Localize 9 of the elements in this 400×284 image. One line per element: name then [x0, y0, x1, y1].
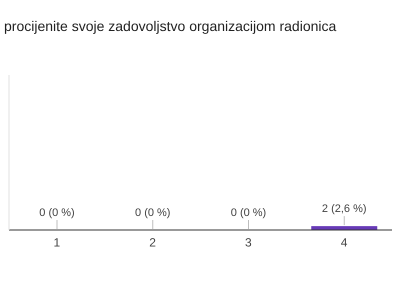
x-tick-label: 1: [54, 236, 61, 250]
x-tick-label: 4: [340, 236, 348, 250]
x-tick-label: 2: [149, 236, 156, 250]
data-label: 0 (0 %): [230, 207, 266, 219]
data-label: 0 (0 %): [39, 207, 75, 219]
data-label: 0 (0 %): [135, 207, 170, 219]
chart-title: procijenite svoje zadovoljstvo organizacijom radionica: [4, 18, 336, 34]
data-label: 2 (2,6 %): [322, 203, 367, 216]
x-tick-label: 3: [245, 236, 252, 250]
